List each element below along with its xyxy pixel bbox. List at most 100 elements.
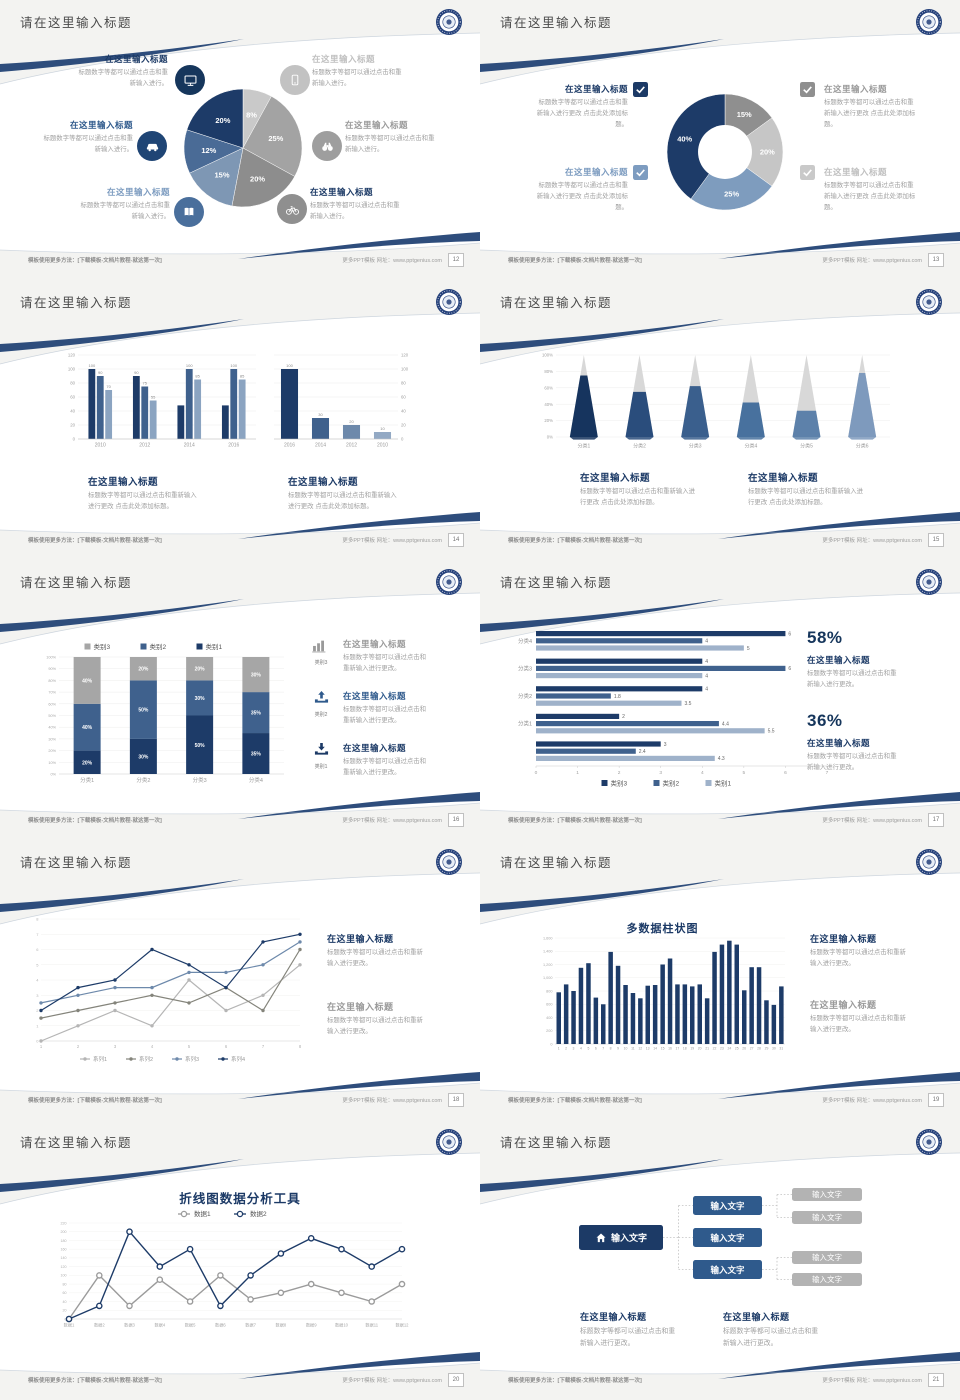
svg-text:22: 22 — [713, 1047, 717, 1051]
svg-text:3: 3 — [114, 1044, 117, 1049]
svg-text:7: 7 — [602, 1047, 604, 1051]
svg-text:5: 5 — [743, 770, 746, 776]
slide-line-analysis[interactable]: 请在这里输入标题 折线图数据分析工具 数据1 数据2 0 20 40 60 80 100 120… — [0, 1120, 480, 1400]
svg-text:80%: 80% — [48, 679, 56, 683]
slide-stacked-bar-chart[interactable]: 请在这里输入标题 类别3 类别2 类别1 0% 10% 20% 30% 40% 50% 60% 70… — [0, 560, 480, 840]
slide-horizontal-bar-chart[interactable]: 请在这里输入标题 分类4 6 4 5 分类3 4 6 4 分类2 4 1.8 3.5 分类1 2 4.4 5.… — [480, 560, 960, 840]
item-title: 在这里输入标题 — [810, 1000, 877, 1010]
svg-text:10: 10 — [624, 1047, 628, 1051]
item-body: 标题数字等都可以通过点击和重新输入进行。 — [80, 202, 170, 220]
school-logo — [435, 8, 463, 36]
monitor-icon — [175, 65, 205, 95]
donut-chart: 15% 20% 25% 40% — [666, 93, 784, 211]
svg-text:100: 100 — [61, 1274, 67, 1278]
bar-chart-icon: 类别3 — [308, 638, 334, 666]
slide-title: 请在这里输入标题 — [20, 576, 133, 590]
svg-text:120: 120 — [61, 1265, 67, 1269]
item-title: 在这里输入标题 — [343, 691, 407, 701]
checkbox-icon — [800, 165, 815, 180]
svg-text:40%: 40% — [82, 725, 93, 731]
school-logo — [435, 1128, 463, 1156]
item-body: 标题数字等都可以通过点击和重新输入进行更改。 — [327, 1017, 423, 1035]
item-title: 在这里输入标题 — [564, 167, 628, 177]
svg-text:200: 200 — [546, 1029, 552, 1033]
svg-text:90: 90 — [134, 370, 139, 375]
svg-text:800: 800 — [546, 989, 552, 993]
book-icon — [174, 197, 204, 227]
svg-text:数据5: 数据5 — [185, 1322, 196, 1329]
item-title: 在这里输入标题 — [104, 54, 168, 64]
svg-text:4: 4 — [701, 770, 704, 776]
item-title: 在这里输入标题 — [748, 473, 819, 484]
svg-text:17: 17 — [676, 1047, 680, 1051]
footer-left: 模板使用更多方法：[下载模板-文档片教程-就这第一次] — [508, 258, 642, 264]
info-block: 在这里输入标题 标题数字等都可以通过点击和重新输入进行更改。 — [327, 1000, 467, 1038]
item-title: 在这里输入标题 — [345, 120, 409, 130]
page-number: 15 — [928, 533, 944, 547]
slide-donut-checklist[interactable]: 请在这里输入标题 在这里输入标题 标题数字等都可以通过点击和重新输入进行更改 点… — [480, 0, 960, 280]
school-logo — [915, 1128, 943, 1156]
svg-text:20: 20 — [70, 423, 75, 428]
svg-text:分类4: 分类4 — [249, 776, 263, 784]
footer-right: 更多PPT模板 网址：www.pptgenius.com — [822, 818, 922, 824]
svg-text:10: 10 — [380, 426, 385, 431]
slide-pie-infographic[interactable]: 请在这里输入标题 在这里输入标题 标题数字等都可以通过点击和重新输入进行。 在这… — [0, 0, 480, 280]
footer-left: 模板使用更多方法：[下载模板-文档片教程-就这第一次] — [508, 538, 642, 544]
slide-pyramid-chart[interactable]: 请在这里输入标题 0% 20% 40% 60% 80% 100% 分类1 分类2 分类3 分类4 分… — [480, 280, 960, 560]
node-label: 输入文字 — [710, 1264, 745, 1275]
info-block: 在这里输入标题 标题数字等都可以通过点击和重新输入进行。 — [345, 119, 440, 156]
page-number: 12 — [448, 253, 464, 267]
svg-text:3: 3 — [36, 993, 39, 998]
icon-label: 类别3 — [314, 660, 328, 666]
slide-line-chart[interactable]: 请在这里输入标题 0 1 2 3 4 5 6 7 8 1 2 3 4 5 6 7 8 系列1 系列2 系列3 系列4 在… — [0, 840, 480, 1120]
slide-title: 请在这里输入标题 — [500, 856, 613, 870]
svg-text:1,200: 1,200 — [543, 963, 553, 967]
slide-title: 请在这里输入标题 — [20, 856, 133, 870]
svg-text:2016: 2016 — [228, 443, 239, 449]
svg-text:20%: 20% — [82, 760, 93, 766]
svg-text:60: 60 — [63, 1291, 67, 1295]
item-body: 标题数字等都可以通过点击和重新输入进行。 — [312, 69, 402, 87]
svg-text:85: 85 — [240, 374, 245, 379]
slide-column-chart[interactable]: 请在这里输入标题 多数据柱状图 0 200 400 600 800 1,000 1,200 1… — [480, 840, 960, 1120]
svg-text:50%: 50% — [48, 714, 56, 718]
school-logo — [915, 848, 943, 876]
info-block: 在这里输入标题 标题数字等都可以通过点击和重新输入进行更改。 — [723, 1310, 873, 1349]
svg-text:4: 4 — [151, 1044, 154, 1049]
svg-text:1.8: 1.8 — [614, 694, 621, 700]
item-body: 标题数字等都可以通过点击和重新输入进行更改。 — [723, 1328, 819, 1347]
item-body: 标题数字等都可以通过点击和重新输入进行更改 点击此处添加标题。 — [580, 488, 696, 506]
svg-text:6: 6 — [225, 1044, 228, 1049]
svg-text:4.4: 4.4 — [722, 721, 729, 727]
info-block: 在这里输入标题 标题数字等都可以通过点击和重新输入进行更改 点击此处添加标题。 — [536, 83, 628, 131]
svg-text:5: 5 — [36, 962, 39, 967]
svg-text:9: 9 — [617, 1047, 619, 1051]
slide-bar-charts[interactable]: 请在这里输入标题 0 20 40 60 80 100 120 100 90 70 2010 90 75 5… — [0, 280, 480, 560]
svg-text:2: 2 — [565, 1047, 567, 1051]
svg-text:31: 31 — [779, 1047, 783, 1051]
svg-text:数据2: 数据2 — [94, 1322, 105, 1329]
svg-text:3: 3 — [573, 1047, 575, 1051]
slide-tree-diagram[interactable]: 请在这里输入标题 输入文字 输入文字 输入文字 输入文字 输入文字 输入文字 输… — [480, 1120, 960, 1400]
svg-text:2: 2 — [618, 770, 621, 776]
svg-text:40%: 40% — [82, 678, 93, 684]
svg-text:11: 11 — [631, 1047, 635, 1051]
info-block: 在这里输入标题 标题数字等都可以通过点击和重新输入进行更改。 — [580, 1310, 730, 1349]
node-label: 输入文字 — [710, 1200, 745, 1211]
svg-text:20%: 20% — [250, 175, 265, 184]
pie-chart: 8% 25% 20% 15% 12% 20% — [183, 88, 303, 208]
svg-text:0%: 0% — [51, 773, 57, 777]
svg-text:类别2: 类别2 — [663, 779, 680, 788]
svg-text:4: 4 — [36, 978, 39, 983]
page-number: 14 — [448, 533, 464, 547]
svg-text:0: 0 — [73, 437, 76, 442]
svg-text:40: 40 — [63, 1300, 67, 1304]
svg-text:1: 1 — [558, 1047, 560, 1051]
node-label: 输入文字 — [710, 1232, 745, 1243]
info-block: 在这里输入标题 标题数字等都可以通过点击和重新输入进行更改。 — [343, 638, 473, 675]
svg-text:0: 0 — [36, 1039, 39, 1044]
svg-text:系列2: 系列2 — [139, 1055, 153, 1063]
download-icon: 类别1 — [308, 742, 334, 770]
pyramid-chart: 0% 20% 40% 60% 80% 100% 分类1 分类2 分类3 分类4 分类5 分类6 — [532, 350, 892, 450]
